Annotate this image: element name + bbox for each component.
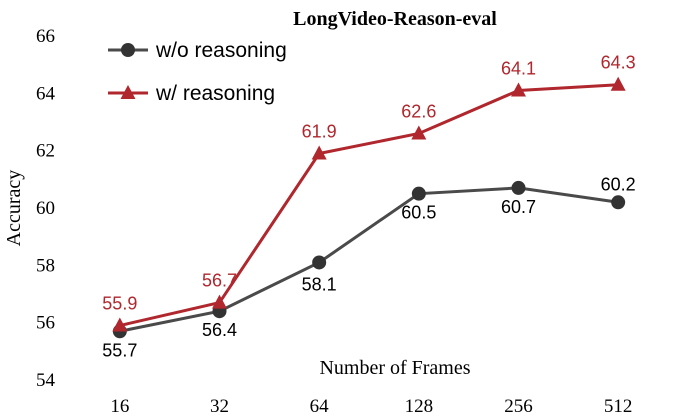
data-label: 62.6 (401, 101, 436, 121)
legend-label: w/o reasoning (155, 39, 287, 62)
legend-marker (120, 85, 136, 99)
chart-title: LongVideo-Reason-eval (293, 8, 497, 30)
x-tick-label: 64 (310, 396, 330, 417)
legend: w/o reasoning w/ reasoning (108, 39, 287, 105)
series-without-reasoning: 55.7 56.4 58.1 60.5 60.7 60.2 (102, 174, 635, 360)
data-point-marker (311, 145, 327, 160)
data-point-marker (611, 195, 626, 210)
data-label: 60.2 (601, 174, 636, 194)
data-label: 55.9 (102, 294, 137, 314)
data-label: 61.9 (302, 122, 337, 142)
data-point-marker (610, 76, 626, 91)
y-tick-label: 62 (36, 141, 55, 162)
x-tick-label: 16 (110, 396, 129, 417)
data-label: 56.4 (202, 320, 237, 340)
data-point-marker (511, 82, 526, 97)
x-tick-label: 32 (210, 396, 229, 417)
legend-label: w/ reasoning (155, 82, 275, 105)
data-point-marker (312, 255, 327, 270)
series-line (119, 186, 619, 333)
legend-marker (121, 43, 135, 57)
x-tick-label: 512 (604, 396, 633, 417)
data-label: 58.1 (302, 274, 337, 294)
y-axis-label: Accuracy (3, 170, 25, 247)
y-tick-label: 66 (36, 26, 55, 47)
x-axis-ticks: 16 32 64 128 256 512 (110, 396, 632, 417)
y-tick-label: 64 (36, 83, 56, 104)
data-point-marker (411, 125, 427, 140)
data-label: 60.5 (401, 203, 436, 223)
data-label: 64.1 (501, 58, 536, 78)
data-label: 55.7 (102, 340, 137, 360)
y-tick-label: 58 (36, 255, 55, 276)
y-tick-label: 60 (36, 198, 55, 219)
y-tick-label: 54 (36, 370, 56, 391)
series-layer: 55.7 56.4 58.1 60.5 60.7 60.2 55.9 56.7 61.9 62.6… (102, 53, 635, 361)
y-axis-ticks: 54 56 58 60 62 64 66 (36, 26, 56, 391)
data-point-marker (112, 317, 128, 332)
x-axis-label: Number of Frames (319, 357, 470, 379)
x-tick-label: 128 (405, 396, 434, 417)
y-tick-label: 56 (36, 313, 55, 334)
series-line (119, 83, 619, 327)
data-point-marker (411, 186, 426, 201)
x-tick-label: 256 (504, 396, 533, 417)
data-label: 64.3 (601, 53, 636, 73)
data-point-marker (511, 180, 526, 195)
series-with-reasoning: 55.9 56.7 61.9 62.6 64.1 64.3 (102, 53, 636, 332)
data-label: 56.7 (202, 271, 237, 291)
legend-item: w/o reasoning (108, 39, 287, 62)
data-label: 60.7 (501, 197, 536, 217)
legend-item: w/ reasoning (108, 82, 275, 105)
data-point-marker (212, 294, 227, 309)
